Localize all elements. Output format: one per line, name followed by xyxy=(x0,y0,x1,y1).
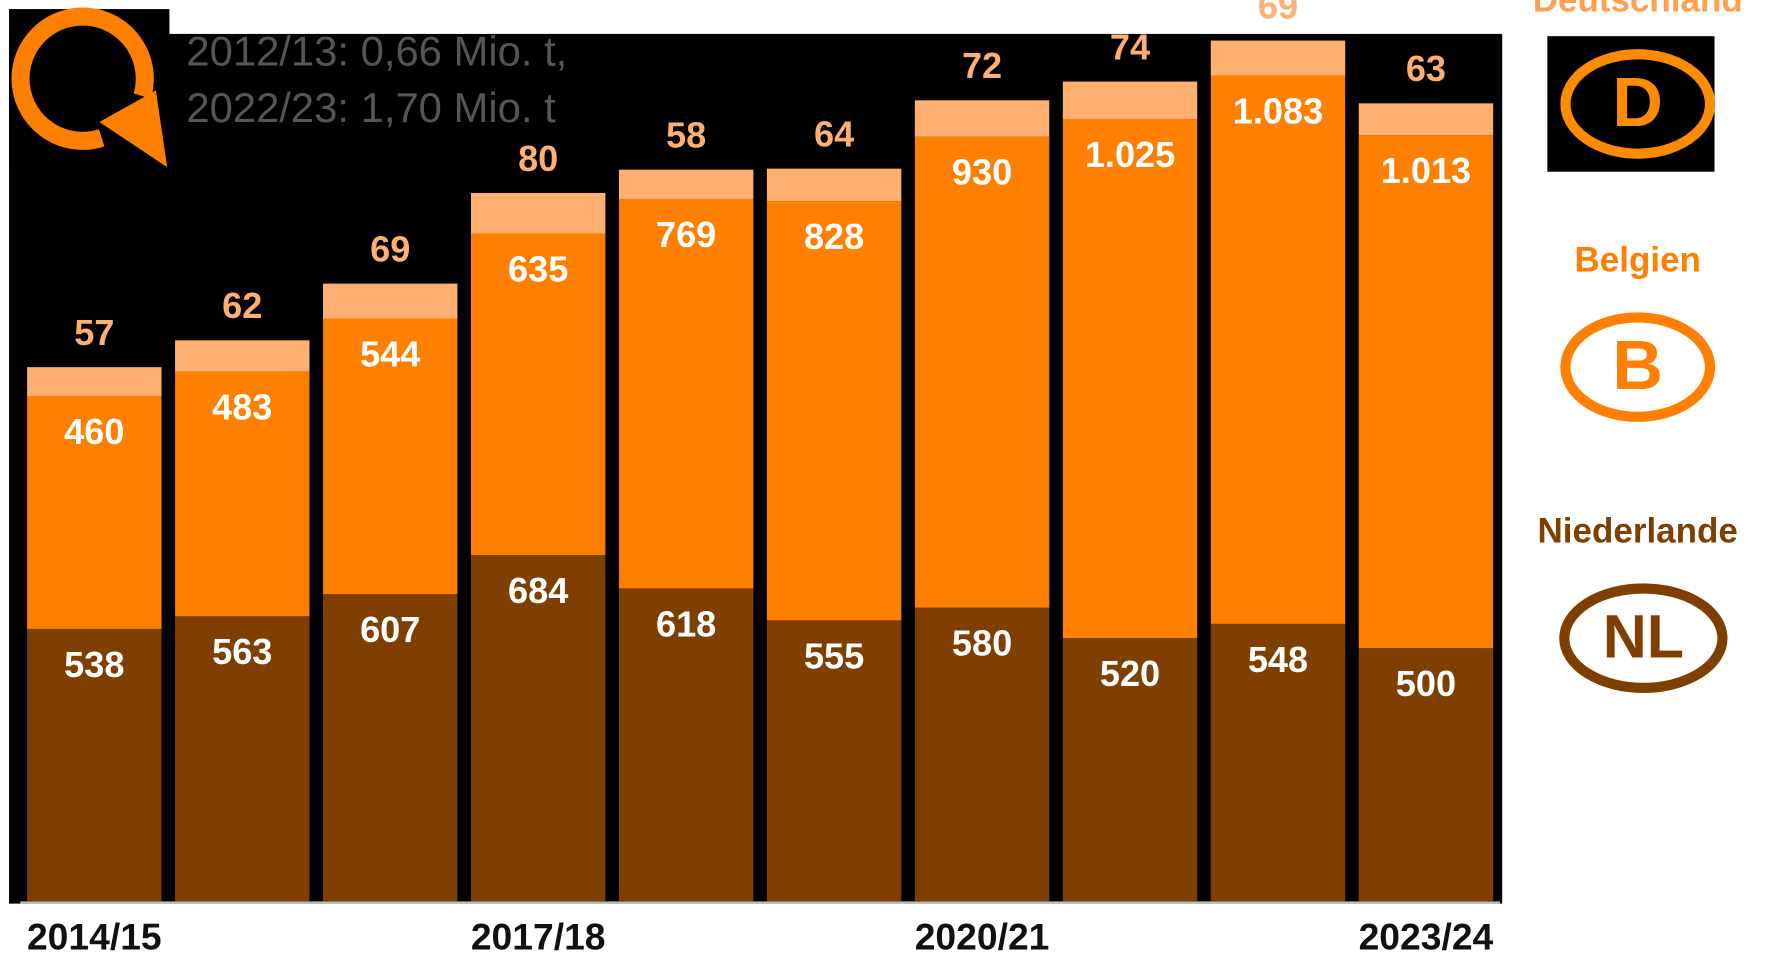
x-tick-label: 2014/15 xyxy=(27,916,162,958)
data-label: 69 xyxy=(370,229,410,270)
data-label: 618 xyxy=(656,603,716,644)
data-label: 930 xyxy=(952,152,1012,193)
legend-symbol xyxy=(1560,312,1716,422)
annotation: 2012/13: 0,66 Mio. t, xyxy=(186,27,567,74)
data-label: 80 xyxy=(518,138,558,179)
data-label: 1.025 xyxy=(1085,134,1175,175)
data-label: 563 xyxy=(212,631,272,672)
data-label: 57 xyxy=(74,312,114,353)
bar-segment xyxy=(175,616,310,902)
bar-segment xyxy=(1210,40,1346,76)
bar-segment xyxy=(175,371,310,617)
data-label: 769 xyxy=(656,214,716,255)
data-label: 58 xyxy=(666,115,706,156)
data-label: 74 xyxy=(1110,26,1150,67)
logo-arc xyxy=(11,7,154,150)
legend-label: Niederlande xyxy=(1538,511,1738,550)
data-label: 1.013 xyxy=(1381,150,1471,191)
data-label: 520 xyxy=(1100,653,1160,694)
data-label: 684 xyxy=(508,570,568,611)
bar-segment xyxy=(323,318,458,594)
bar-segment xyxy=(1358,135,1494,649)
legend-symbol-text: NL xyxy=(1603,603,1684,671)
data-label: 63 xyxy=(1406,48,1446,89)
bar-segment xyxy=(470,192,606,234)
x-tick-label: 2023/24 xyxy=(1359,916,1494,958)
bar-segment xyxy=(1062,638,1198,902)
bar-segment xyxy=(470,555,606,902)
bar-segment xyxy=(1062,119,1198,639)
legend-symbol-text: B xyxy=(1612,326,1663,404)
data-label: 544 xyxy=(360,333,420,374)
bar-segment xyxy=(323,593,458,902)
bar-segment xyxy=(323,283,458,319)
bar-segment xyxy=(1062,81,1198,120)
data-label: 607 xyxy=(360,609,420,650)
data-label: 1.083 xyxy=(1233,90,1323,131)
data-label: 460 xyxy=(64,411,124,452)
bar-segment xyxy=(1210,75,1346,624)
data-label: 538 xyxy=(64,644,124,685)
bar-segment xyxy=(1358,648,1494,902)
legend-symbol-text: D xyxy=(1612,63,1663,141)
data-label: 548 xyxy=(1248,639,1308,680)
bar-segment xyxy=(27,628,162,902)
annotation: 2022/23: 1,70 Mio. t xyxy=(186,84,556,131)
legend-label: Belgien xyxy=(1575,240,1701,279)
bar-segment xyxy=(175,340,310,372)
data-label: 555 xyxy=(804,635,864,676)
data-label: 62 xyxy=(222,285,262,326)
bar-segment xyxy=(766,201,902,621)
bar-segment xyxy=(766,168,902,202)
legend-label: Deutschland xyxy=(1533,0,1743,20)
data-label: 72 xyxy=(962,45,1002,86)
data-label: 483 xyxy=(212,387,272,428)
data-label: 580 xyxy=(952,623,1012,664)
x-tick-label: 2017/18 xyxy=(471,916,606,958)
bar-segment xyxy=(1210,623,1346,902)
x-tick-label: 2020/21 xyxy=(915,916,1050,958)
data-label: 64 xyxy=(814,114,854,155)
bar-segment xyxy=(27,396,162,629)
bar-segment xyxy=(618,588,754,902)
legend-symbol xyxy=(1559,583,1728,693)
data-label: 828 xyxy=(804,216,864,257)
data-label: 69 xyxy=(1258,0,1298,26)
legend-symbol xyxy=(1560,49,1716,159)
bar-segment xyxy=(766,620,902,902)
bar-segment xyxy=(470,233,606,556)
bar-segment xyxy=(914,100,1050,137)
bar-segment xyxy=(914,607,1050,902)
bar-segment xyxy=(27,367,162,397)
bar-segment xyxy=(1358,103,1494,136)
data-label: 635 xyxy=(508,248,568,289)
data-label: 500 xyxy=(1396,663,1456,704)
logo xyxy=(11,7,168,168)
bar-segment xyxy=(618,199,754,589)
bar-segment xyxy=(914,136,1050,608)
logo-arrow xyxy=(99,90,168,168)
bar-segment xyxy=(618,169,754,200)
